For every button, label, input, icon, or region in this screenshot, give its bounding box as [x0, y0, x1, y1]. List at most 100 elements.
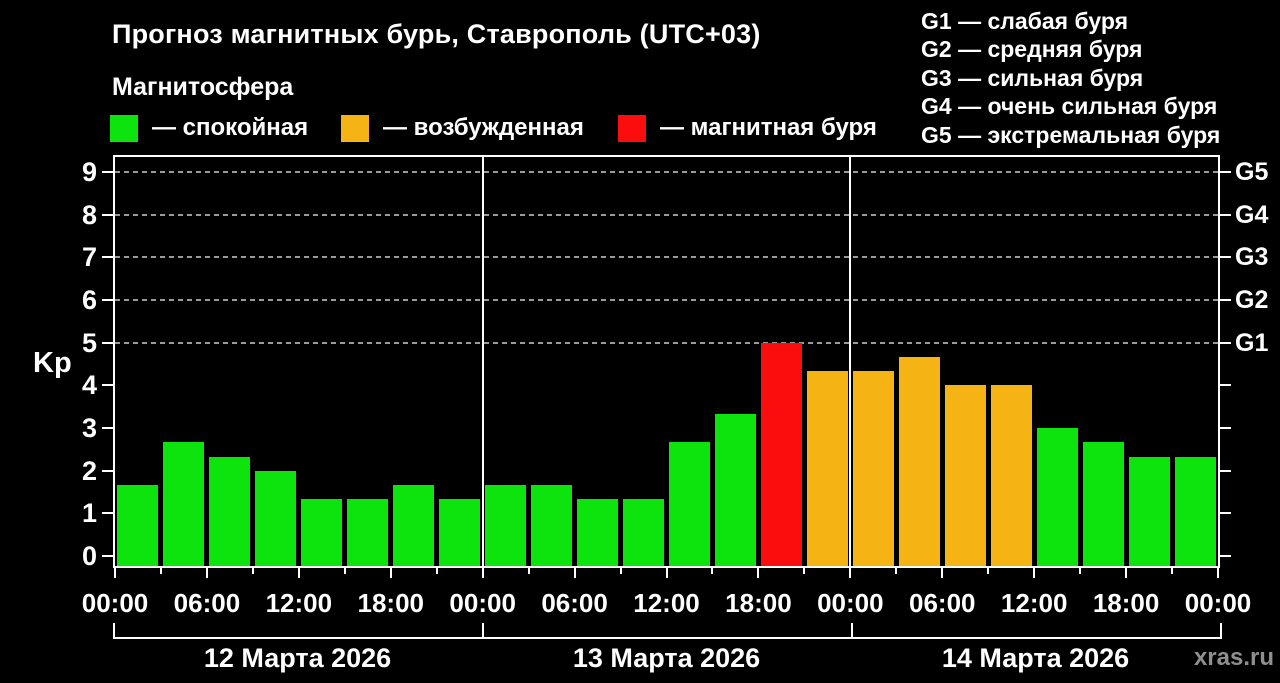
y-tick — [1220, 426, 1231, 429]
kp-bar — [623, 499, 665, 566]
date-bracket-tick — [113, 623, 115, 638]
day-separator — [481, 157, 484, 566]
legend-item-storm: — магнитная буря — [618, 114, 877, 142]
day-separator — [849, 157, 852, 566]
x-tick-label: 06:00 — [541, 588, 608, 618]
x-tick — [297, 568, 300, 578]
x-tick — [803, 568, 806, 574]
y-tick-label: 3 — [81, 412, 97, 443]
y-tick — [1220, 469, 1231, 472]
x-tick-label: 00:00 — [449, 588, 516, 618]
kp-bar — [1082, 442, 1124, 566]
x-tick-label: 18:00 — [357, 588, 425, 618]
kp-bar — [439, 499, 481, 566]
kp-bar — [163, 442, 205, 566]
x-tick — [1217, 568, 1219, 578]
gridline-kp6 — [115, 298, 1218, 301]
storm-color-swatch — [618, 114, 646, 142]
x-tick — [619, 568, 622, 574]
x-tick — [941, 568, 944, 578]
gridline-kp9 — [115, 170, 1218, 173]
day-label: 12 Марта 2026 — [203, 643, 392, 673]
x-tick — [481, 568, 484, 578]
kp-bar — [760, 342, 802, 566]
x-tick — [573, 568, 576, 578]
storm-scale-item: G4 — очень сильная буря — [921, 93, 1218, 120]
y-tick — [102, 512, 113, 515]
legend-label-active: — возбужденная — [383, 114, 584, 141]
y-tick-label: 4 — [81, 370, 97, 401]
y-tick-label: 2 — [81, 455, 97, 486]
x-tick — [1125, 568, 1128, 578]
y-tick — [102, 426, 113, 429]
kp-bar — [1128, 456, 1170, 566]
y-tick — [102, 469, 113, 472]
x-tick-label: 06:00 — [909, 588, 976, 618]
kp-bar — [1036, 428, 1078, 566]
x-tick-label: 18:00 — [725, 588, 792, 618]
kp-bar — [806, 371, 848, 566]
date-bracket-tick — [851, 623, 853, 638]
x-tick-label: 12:00 — [1000, 588, 1068, 618]
x-tick — [711, 568, 714, 574]
active-color-swatch — [341, 114, 369, 142]
y-tick — [1220, 384, 1231, 387]
y-tick-label: 7 — [81, 242, 97, 273]
kp-bar — [714, 413, 756, 566]
y-tick-label: 8 — [81, 199, 97, 230]
y-tick — [102, 298, 113, 301]
kp-bar — [944, 385, 986, 566]
x-tick — [114, 568, 116, 578]
kp-bar — [485, 484, 527, 566]
x-tick — [435, 568, 438, 574]
x-tick-label: 00:00 — [1184, 588, 1252, 618]
y-tick — [1220, 341, 1231, 344]
page-title: Прогноз магнитных бурь, Ставрополь (UTC+… — [112, 19, 761, 49]
legend-label-quiet: — спокойная — [152, 114, 309, 141]
storm-scale-item: G3 — сильная буря — [921, 64, 1144, 91]
x-tick — [849, 568, 852, 578]
kp-bar — [393, 484, 435, 566]
chart-plot: 0 1 2 3 4 5 6 7 8 9 G1 G2 G3 G4 G5 00:00 06:00 12:00 18:00… — [82, 155, 1268, 618]
x-tick — [1033, 568, 1036, 578]
g-scale-label: G5 — [1235, 157, 1269, 186]
y-tick-label: 9 — [81, 156, 97, 187]
x-tick — [205, 568, 208, 578]
y-tick — [1220, 170, 1231, 173]
storm-scale-legend: G1 — слабая буря G2 — средняя буря G3 — си… — [921, 7, 1220, 149]
x-tick — [895, 568, 898, 574]
x-tick — [987, 568, 990, 574]
kp-bar — [990, 385, 1032, 566]
y-tick — [1220, 555, 1231, 557]
kp-bar — [577, 499, 619, 566]
kp-bar — [347, 499, 389, 566]
kp-bar — [301, 499, 343, 566]
storm-scale-item: G5 — экстремальная буря — [921, 121, 1221, 148]
y-tick-label: 0 — [81, 541, 97, 571]
date-bracket-tick — [1220, 623, 1222, 638]
day-label: 14 Марта 2026 — [941, 643, 1130, 673]
x-tick — [757, 568, 760, 578]
quiet-color-swatch — [110, 114, 138, 142]
x-tick — [251, 568, 254, 574]
legend-label-storm: — магнитная буря — [660, 114, 877, 141]
y-tick-label: 1 — [81, 498, 97, 529]
y-tick — [1220, 298, 1231, 301]
x-tick-label: 00:00 — [817, 588, 884, 618]
gridline-kp8 — [115, 213, 1218, 216]
kp-bar — [531, 484, 573, 566]
magnetosphere-label: Магнитосфера — [112, 73, 294, 101]
x-tick-label: 12:00 — [633, 588, 700, 618]
kp-bar — [898, 356, 940, 566]
y-tick — [102, 341, 113, 344]
y-tick — [102, 170, 113, 173]
date-bracket-tick — [482, 623, 484, 638]
y-tick — [1220, 256, 1231, 259]
x-tick — [527, 568, 530, 574]
kp-bar — [1174, 456, 1216, 566]
y-tick — [102, 555, 113, 557]
day-label: 13 Марта 2026 — [572, 643, 761, 673]
y-tick — [1220, 512, 1231, 515]
x-tick — [665, 568, 668, 578]
y-tick — [1220, 213, 1231, 216]
